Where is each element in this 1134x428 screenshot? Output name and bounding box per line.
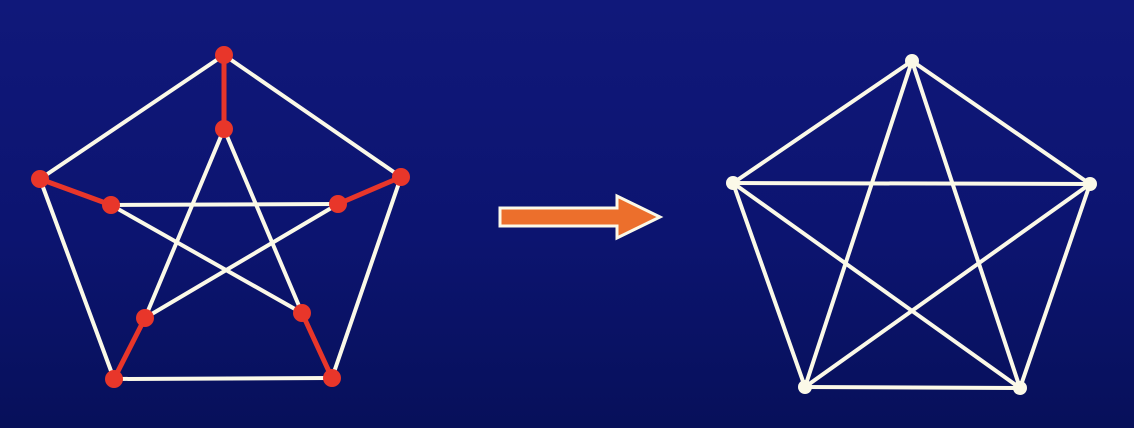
petersen-vertex bbox=[293, 304, 311, 322]
star-edge bbox=[109, 202, 340, 207]
petersen-vertex bbox=[392, 168, 410, 186]
k5-edge bbox=[731, 59, 914, 185]
outer-edge bbox=[38, 177, 116, 381]
k5-edge bbox=[803, 59, 914, 389]
petersen-vertex bbox=[31, 170, 49, 188]
petersen-vertex bbox=[329, 195, 347, 213]
right-arrow-icon bbox=[498, 193, 664, 241]
contracted-spoke-edge bbox=[299, 310, 335, 381]
k5-vertex bbox=[1013, 381, 1027, 395]
star-edge bbox=[109, 203, 304, 315]
k5-vertex bbox=[798, 380, 812, 394]
k5-edge bbox=[1018, 182, 1092, 390]
outer-edge bbox=[112, 376, 334, 381]
petersen-graph bbox=[31, 46, 410, 388]
k5-edge bbox=[910, 59, 1022, 390]
contracted-spoke-edge bbox=[111, 315, 148, 382]
k5-edge bbox=[803, 182, 1092, 389]
k5-edge bbox=[731, 181, 807, 389]
star-edge bbox=[143, 202, 340, 320]
outer-edge bbox=[38, 53, 226, 181]
k5-vertex bbox=[726, 176, 740, 190]
petersen-vertex bbox=[215, 120, 233, 138]
outer-edge bbox=[222, 53, 403, 179]
contracted-spoke-edge bbox=[335, 174, 404, 207]
petersen-vertex bbox=[215, 46, 233, 64]
k5-edge bbox=[731, 181, 1022, 390]
complete-graph-k5 bbox=[726, 54, 1097, 395]
star-edge bbox=[222, 127, 304, 315]
arrow-shape bbox=[498, 193, 664, 241]
petersen-vertex bbox=[105, 370, 123, 388]
petersen-vertex bbox=[136, 309, 154, 327]
petersen-vertex bbox=[323, 369, 341, 387]
k5-vertex bbox=[1083, 177, 1097, 191]
star-edge bbox=[143, 127, 226, 320]
k5-vertex bbox=[905, 54, 919, 68]
k5-edge bbox=[803, 385, 1022, 390]
petersen-vertex bbox=[102, 196, 120, 214]
k5-edge bbox=[910, 59, 1092, 186]
outer-edge bbox=[330, 175, 403, 380]
k5-edge bbox=[731, 181, 1092, 186]
contracted-spoke-edge bbox=[37, 176, 114, 208]
